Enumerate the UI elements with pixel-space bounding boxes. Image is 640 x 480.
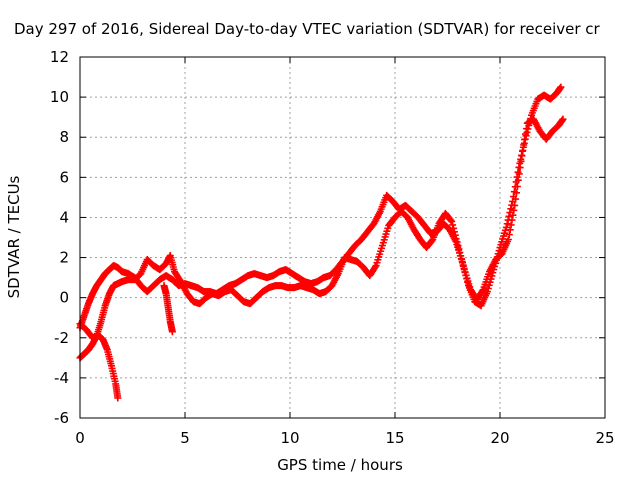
y-tick-label: 6 [59,168,69,186]
data-point [503,220,511,228]
data-point [513,189,520,197]
y-tick-label: 12 [50,48,69,66]
grid-lines [80,57,605,418]
y-tick-label: 2 [59,249,69,267]
y-tick-label: 0 [59,289,69,307]
data-point [516,164,524,172]
data-point [459,259,466,267]
x-tick-label: 15 [385,429,404,447]
data-point [557,83,565,91]
data-point [559,115,567,123]
data-point [478,287,486,295]
data-point [522,125,530,133]
x-tick-label: 5 [180,429,190,447]
data-point [509,211,517,219]
data-point [510,206,518,214]
data-layer [76,83,567,402]
data-point [168,328,176,336]
data-point [502,223,510,231]
y-axis-label: SDTVAR / TECUs [5,175,23,298]
y-tick-label: 4 [59,208,69,226]
data-point [453,238,461,246]
data-point [452,235,460,243]
y-tick-label: -4 [54,369,69,387]
data-point [484,284,492,292]
data-point [450,228,458,236]
data-point [522,130,529,138]
data-point [459,262,467,270]
x-tick-label: 10 [280,429,299,447]
data-point [458,255,466,263]
data-point [505,212,513,220]
series-2 [76,115,567,362]
x-tick-label: 25 [595,429,614,447]
data-point [519,146,527,154]
data-point [454,242,462,250]
x-tick-label: 20 [490,429,509,447]
data-point [457,252,465,260]
data-point [513,183,521,191]
data-point [506,226,514,234]
series-3 [76,320,122,402]
data-point [508,216,516,224]
axes: 0 5 10 15 20 25 -6 -4 -2 0 2 4 6 8 10 12 [50,48,615,447]
data-point [371,263,379,271]
data-point [507,221,515,229]
data-point [518,152,526,160]
y-tick-label: -2 [54,329,69,347]
data-point [505,231,513,239]
y-tick-label: -6 [54,409,69,427]
data-point [512,195,520,203]
data-point [515,170,523,178]
data-point [114,394,122,402]
data-point [520,141,528,149]
data-point [451,231,459,239]
data-point [455,245,463,253]
data-point [504,236,512,244]
x-axis-label: GPS time / hours [277,456,403,474]
y-tick-label: 10 [50,88,69,106]
data-point [450,224,457,232]
data-point [449,221,457,229]
data-point [485,281,493,289]
data-point [447,216,455,224]
data-point [514,176,522,184]
data-point [511,201,519,209]
series-4 [160,282,176,336]
y-tick-label: 8 [59,128,69,146]
data-point [448,217,456,225]
data-point [517,157,525,165]
data-point [456,248,464,256]
x-tick-label: 0 [75,429,85,447]
plot-frame [79,56,606,419]
data-point [521,136,529,144]
chart-title: Day 297 of 2016, Sidereal Day-to-day VTE… [14,20,601,38]
